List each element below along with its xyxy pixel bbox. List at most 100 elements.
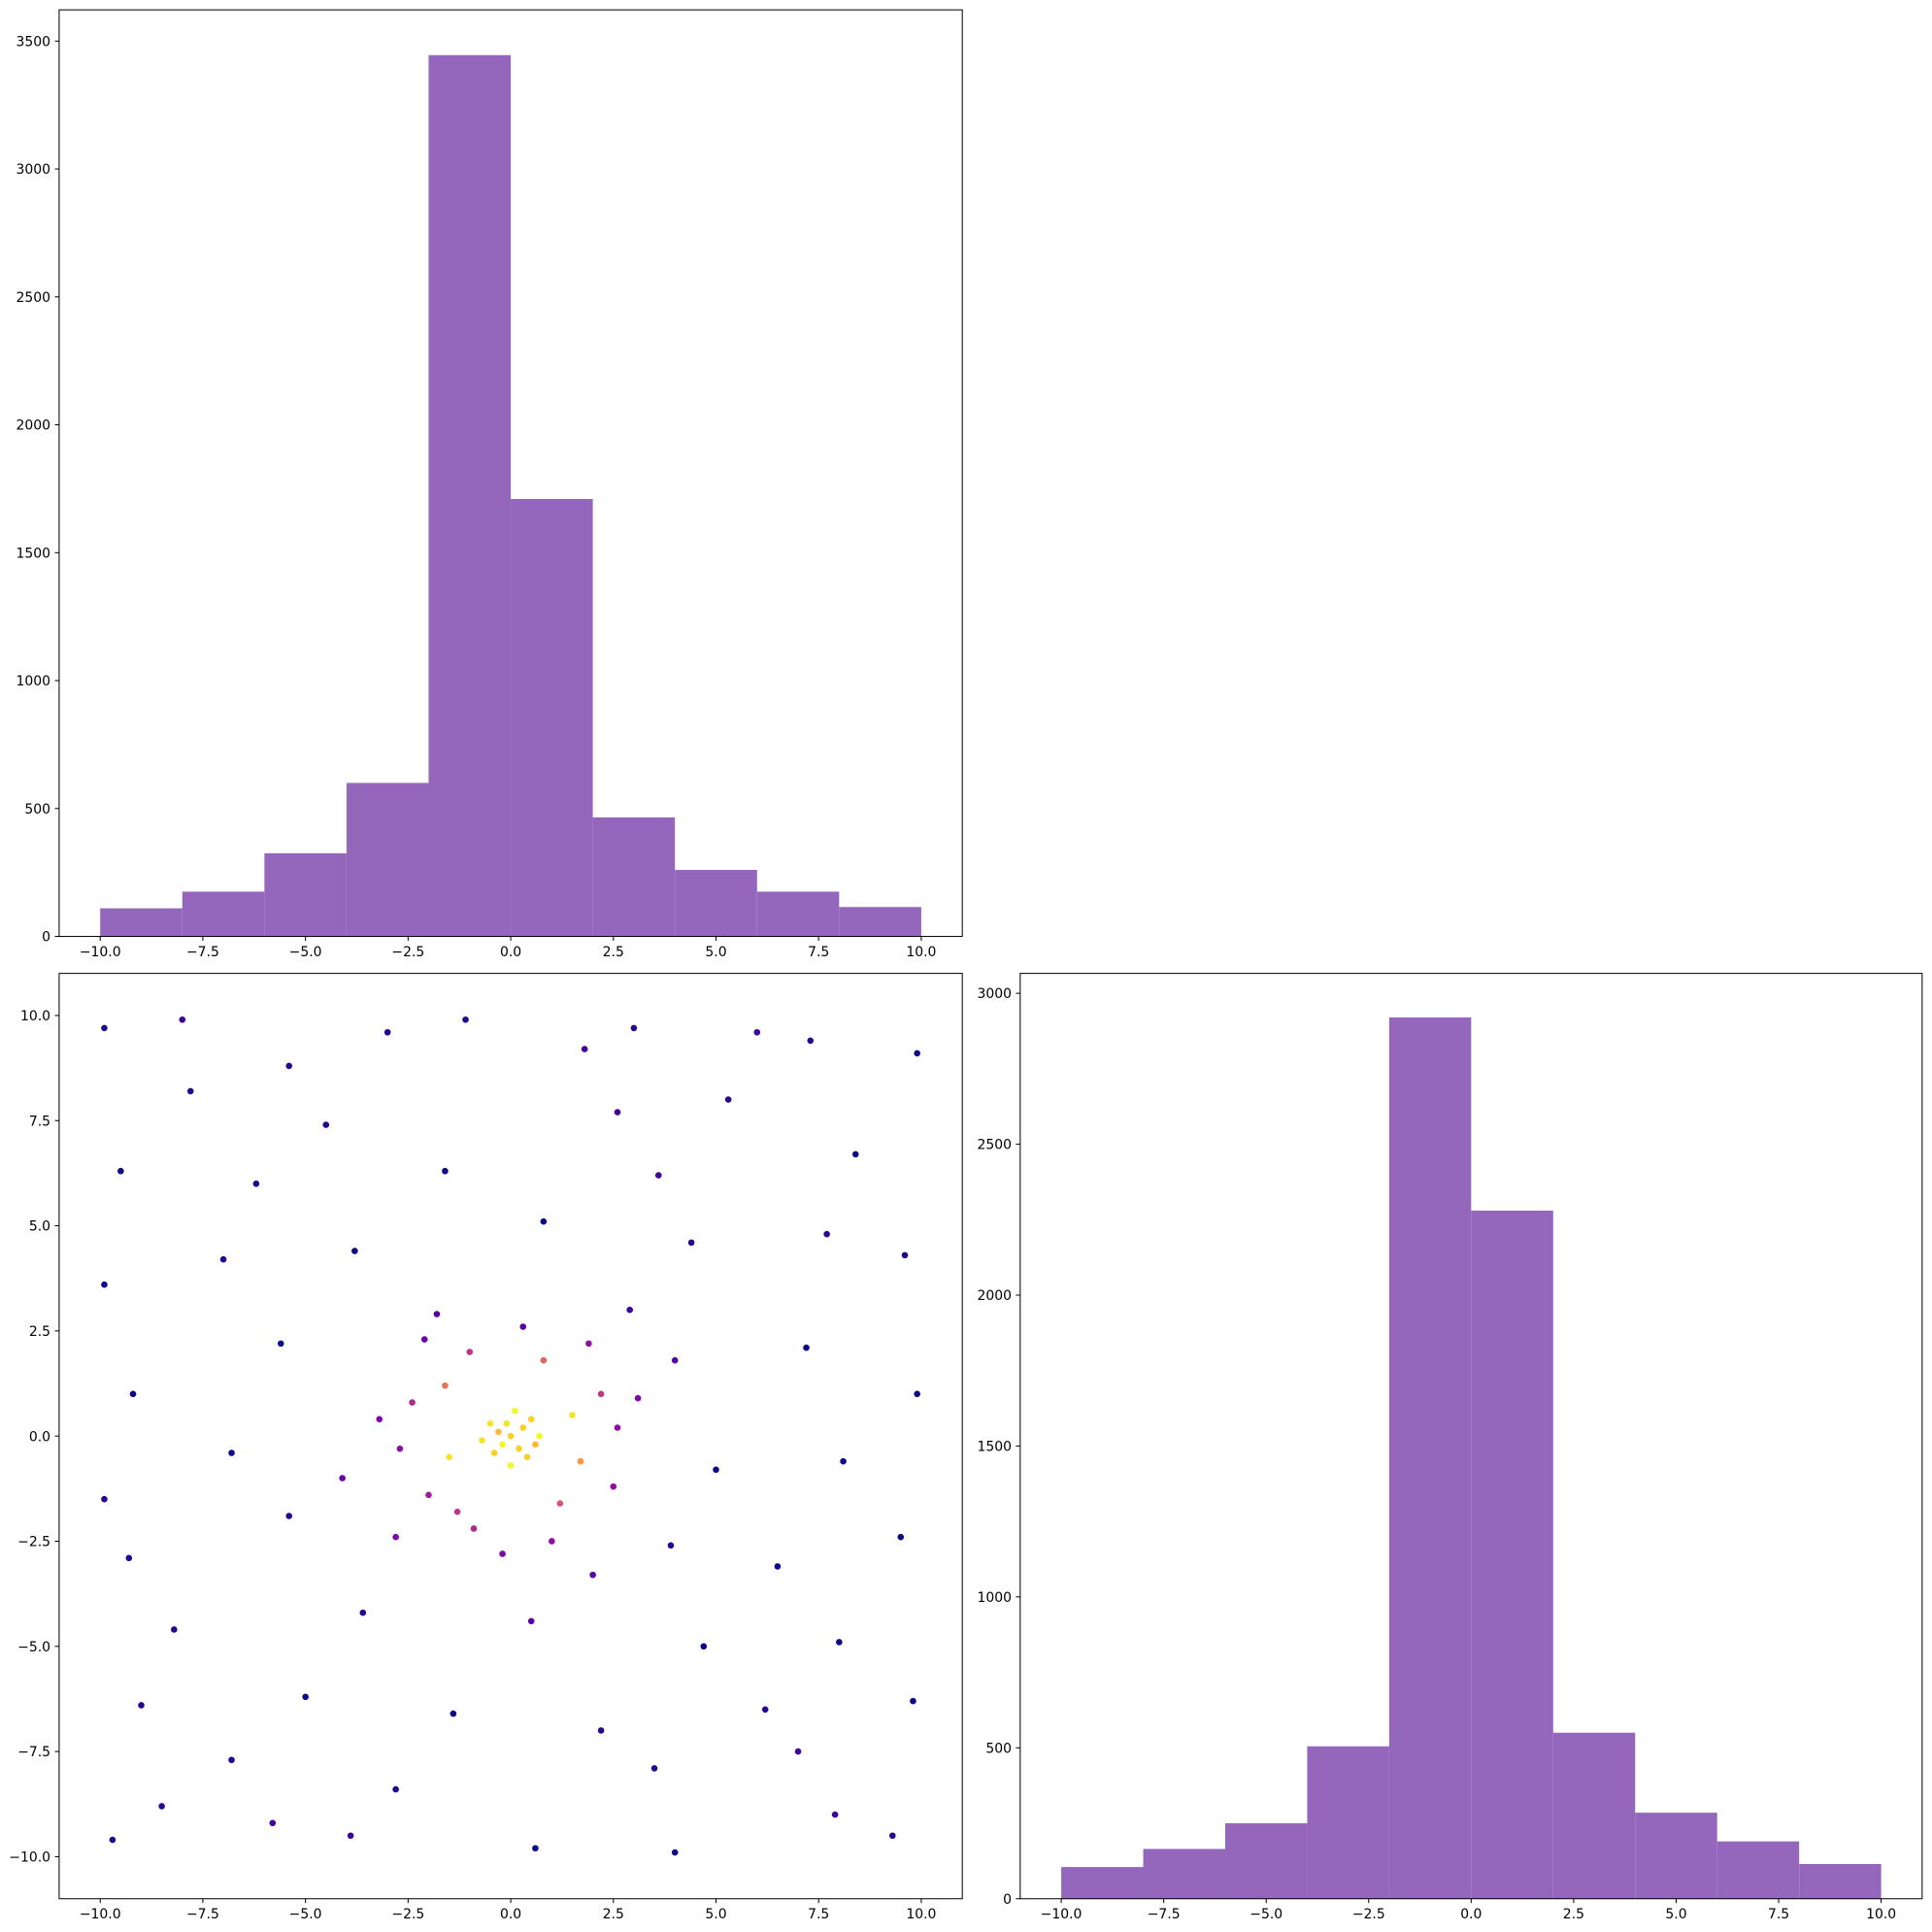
- y-tick-label: 2500: [17, 290, 51, 306]
- x-tick-label: −10.0: [1041, 1907, 1083, 1922]
- scatter-point: [442, 1167, 449, 1175]
- scatter-point: [840, 1457, 847, 1465]
- bar: [1635, 1813, 1717, 1899]
- scatter-point: [536, 1432, 543, 1440]
- bar: [592, 817, 676, 937]
- scatter-point: [420, 1336, 428, 1343]
- x-tick-label: −5.0: [1249, 1907, 1282, 1922]
- scatter-point: [453, 1508, 461, 1516]
- x-tick-label: 5.0: [1665, 1907, 1686, 1922]
- x-tick-label: 7.5: [808, 945, 829, 960]
- x-tick-label: 5.0: [705, 1907, 726, 1922]
- x-tick-label: −7.5: [1148, 1907, 1181, 1922]
- scatter-point: [585, 1340, 592, 1348]
- x-tick-label: 10.0: [906, 945, 936, 960]
- scatter-point: [499, 1550, 506, 1557]
- scatter-point: [486, 1419, 494, 1427]
- x-tick-label: 7.5: [1768, 1907, 1789, 1922]
- x-tick-label: −5.0: [289, 1907, 322, 1922]
- bar: [1799, 1863, 1882, 1899]
- scatter-point: [499, 1441, 506, 1449]
- scatter-point: [347, 1832, 354, 1840]
- scatter-point: [507, 1462, 515, 1469]
- scatter-point: [466, 1349, 474, 1355]
- y-tick-label: 7.5: [29, 1114, 50, 1129]
- scatter-point: [630, 1024, 638, 1032]
- bar: [1143, 1849, 1225, 1899]
- scatter-point: [101, 1024, 108, 1032]
- x-tick-label: 10.0: [1866, 1907, 1896, 1922]
- scatter-point: [285, 1513, 293, 1519]
- scatter-point: [540, 1356, 548, 1364]
- scatter-point: [577, 1457, 584, 1465]
- scatter-point: [125, 1554, 133, 1562]
- bar: [756, 891, 840, 937]
- scatter-point: [376, 1416, 383, 1423]
- scatter-point: [724, 1096, 732, 1103]
- scatter-point: [507, 1432, 515, 1440]
- bar: [1552, 1732, 1636, 1899]
- scatter-point: [396, 1445, 404, 1452]
- scatter-point: [409, 1399, 416, 1406]
- x-tick-label: −10.0: [80, 1907, 121, 1922]
- scatter-point: [831, 1811, 839, 1818]
- y-tick-label: 500: [985, 1741, 1012, 1756]
- scatter-point: [322, 1121, 330, 1128]
- x-tick-label: 10.0: [906, 1907, 936, 1922]
- scatter-point: [836, 1639, 843, 1646]
- scatter-point: [138, 1702, 145, 1709]
- scatter-point: [302, 1693, 309, 1701]
- y-tick-label: −2.5: [17, 1535, 50, 1550]
- y-tick-label: 10.0: [20, 1009, 50, 1024]
- y-tick-label: −7.5: [17, 1745, 50, 1760]
- scatter-point: [433, 1311, 441, 1317]
- x-tick-label: −7.5: [186, 945, 219, 960]
- scatter-point: [101, 1495, 108, 1503]
- scatter-point: [516, 1445, 522, 1452]
- scatter-point: [503, 1419, 511, 1427]
- y-tick-label: 1500: [977, 1440, 1012, 1455]
- scatter-point: [597, 1390, 605, 1398]
- bar: [100, 908, 183, 937]
- x-tick-label: 0.0: [500, 945, 521, 960]
- x-tick-label: −10.0: [80, 945, 121, 960]
- x-tick-label: 5.0: [705, 945, 726, 960]
- scatter-point: [532, 1845, 539, 1852]
- scatter-point: [889, 1832, 896, 1840]
- scatter-point: [446, 1453, 452, 1461]
- scatter-point: [687, 1239, 695, 1247]
- y-tick-label: 3000: [977, 986, 1012, 1002]
- scatter-point: [392, 1533, 399, 1541]
- bar: [264, 852, 347, 937]
- scatter-point: [700, 1643, 708, 1650]
- scatter-point: [527, 1416, 535, 1423]
- bar: [1388, 1017, 1472, 1899]
- scatter-point: [671, 1849, 679, 1856]
- y-tick-label: 5.0: [29, 1219, 50, 1235]
- y-tick-label: 2000: [977, 1288, 1012, 1304]
- scatter-point: [171, 1626, 178, 1633]
- bar: [1224, 1823, 1308, 1899]
- scatter-point: [470, 1525, 478, 1532]
- scatter-point: [713, 1466, 719, 1474]
- bar: [1061, 1867, 1144, 1899]
- bar: [1716, 1841, 1800, 1899]
- scatter-point: [540, 1217, 548, 1225]
- scatter-point: [511, 1407, 518, 1415]
- scatter-point: [851, 1150, 859, 1158]
- scatter-point: [339, 1475, 346, 1482]
- scatter-point: [569, 1412, 576, 1418]
- scatter-point: [753, 1028, 761, 1036]
- scatter-point: [803, 1344, 810, 1351]
- scatter-point: [807, 1037, 815, 1045]
- x-tick-label: 0.0: [500, 1907, 521, 1922]
- scatter-point: [351, 1248, 358, 1254]
- scatter-point: [556, 1500, 564, 1507]
- y-tick-label: 0.0: [29, 1429, 50, 1445]
- scatter-point: [794, 1748, 802, 1755]
- y-tick-label: 500: [24, 802, 50, 817]
- scatter-point: [383, 1028, 391, 1036]
- bar: [839, 907, 921, 937]
- bar: [1471, 1210, 1553, 1899]
